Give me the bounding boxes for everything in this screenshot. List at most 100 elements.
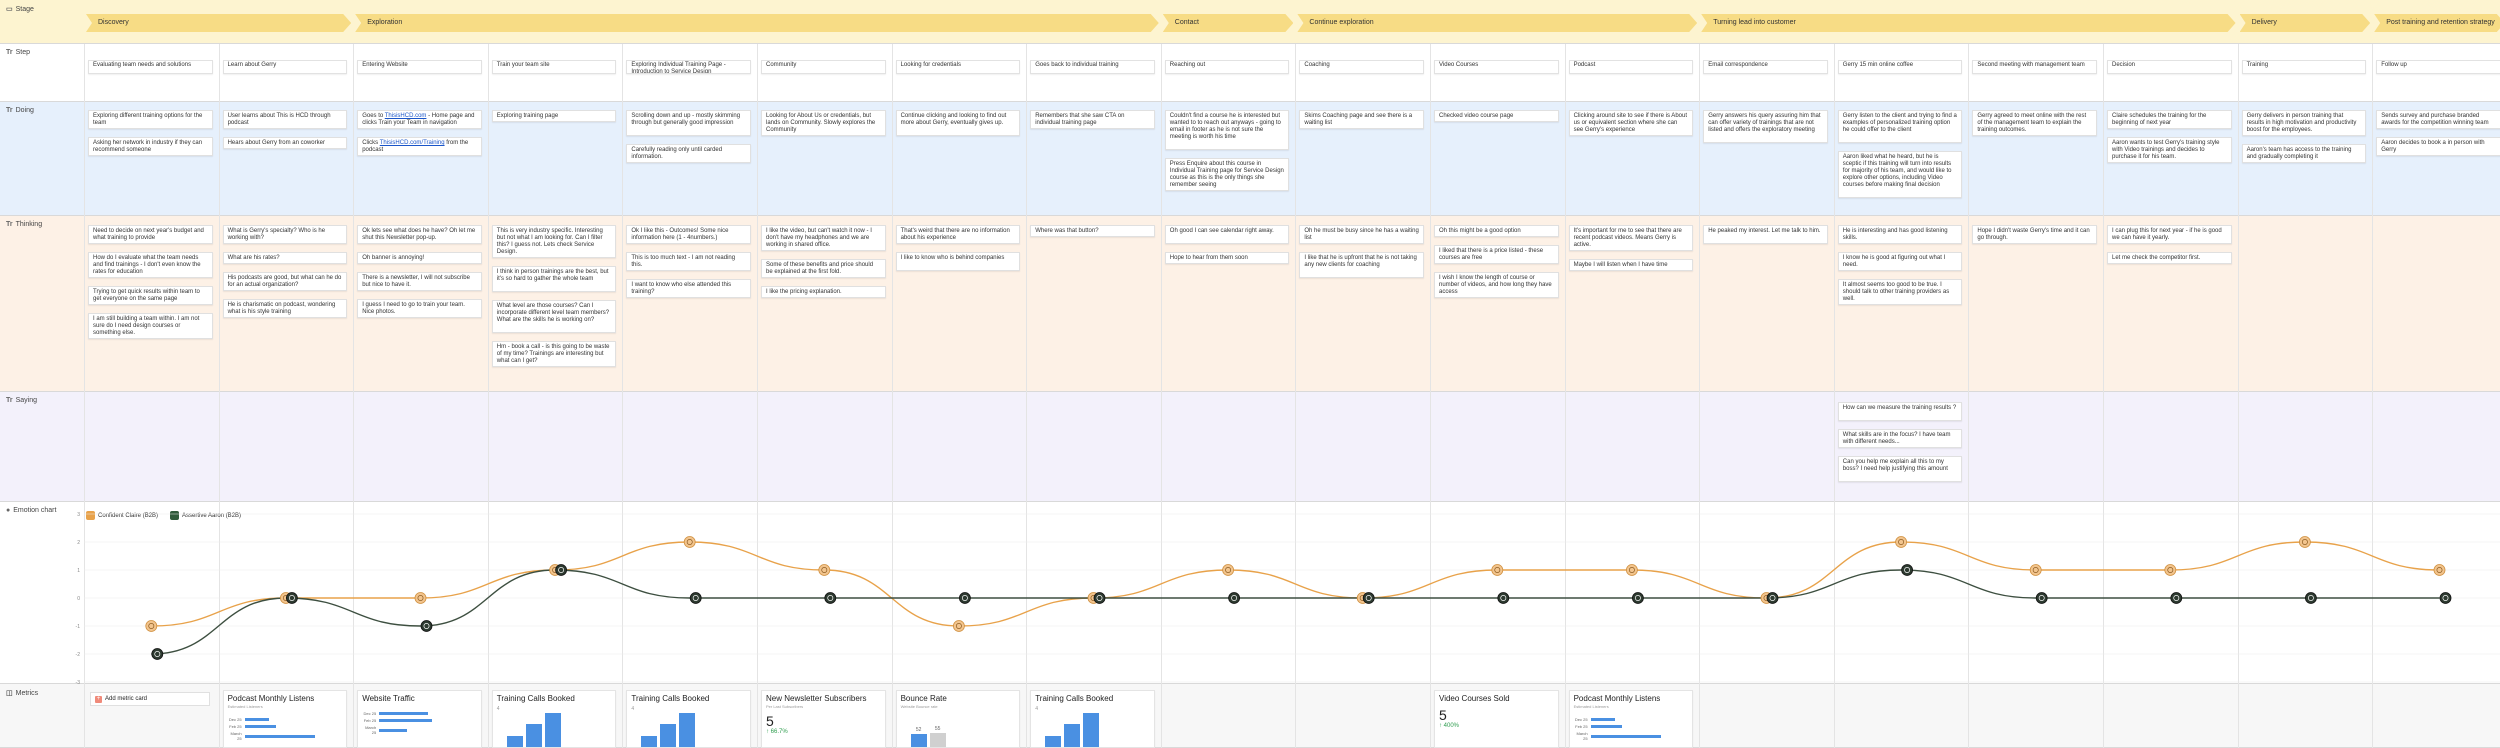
thinking-card[interactable]: Oh banner is annoying! (357, 252, 482, 264)
step-card[interactable]: Community (761, 60, 886, 74)
stage-banner[interactable]: Post training and retention strategy (2374, 14, 2500, 32)
doing-card[interactable]: Scrolling down and up - mostly skimming … (626, 110, 751, 136)
stage-banner[interactable]: Discovery (86, 14, 351, 32)
metric-card[interactable]: Training Calls Booked 4 (1030, 690, 1155, 748)
doing-card[interactable]: Clicking around site to see if there is … (1568, 110, 1694, 136)
add-metric-card-button[interactable]: + Add metric card (90, 692, 210, 706)
thinking-card[interactable]: Some of these benefits and price should … (761, 259, 886, 278)
step-card[interactable]: Podcast (1568, 60, 1694, 74)
saying-card[interactable]: What skills are in the focus? I have tea… (1837, 429, 1963, 448)
thinking-card[interactable]: I like the video, but can't watch it now… (761, 225, 886, 251)
thinking-card[interactable]: Need to decide on next year's budget and… (88, 225, 213, 244)
persona-legend-aaron[interactable]: Assertive Aaron (B2B) (170, 511, 241, 520)
thinking-card[interactable]: Oh this might be a good option (1434, 225, 1559, 237)
thinking-card[interactable]: Ok I like this - Outcomes! Some nice inf… (626, 225, 751, 244)
doing-card[interactable]: Looking for About Us or credentials, but… (761, 110, 886, 136)
doing-card[interactable]: Exploring training page (491, 110, 617, 122)
metric-card[interactable]: Video Courses Sold 5 ↑ 400% (1434, 690, 1559, 748)
thinking-card[interactable]: I liked that there is a price listed - t… (1434, 245, 1559, 264)
doing-card[interactable]: Gerry delivers in person training that r… (2241, 110, 2367, 136)
thinking-card[interactable]: I want to know who else attended this tr… (626, 279, 751, 298)
metric-card[interactable]: Training Calls Booked 4 (491, 690, 617, 748)
stage-banner[interactable]: Turning lead into customer (1701, 14, 2235, 32)
stage-banner[interactable]: Contact (1163, 14, 1294, 32)
website-link[interactable]: ThisisHCD.com/Training (379, 140, 445, 146)
thinking-card[interactable]: That's weird that there are no informati… (895, 225, 1021, 244)
doing-card[interactable]: Hears about Gerry from an coworker (222, 137, 348, 149)
thinking-card[interactable]: Hope I didn't waste Gerry's time and it … (1972, 225, 2097, 244)
doing-card[interactable]: Remembers that she saw CTA on individual… (1030, 110, 1155, 129)
thinking-card[interactable]: I am still building a team within. I am … (88, 313, 213, 339)
step-card[interactable]: Coaching (1299, 60, 1424, 74)
doing-card[interactable]: Couldn't find a course he is interested … (1164, 110, 1290, 150)
thinking-card[interactable]: I like to know who is behind companies (895, 252, 1021, 271)
doing-card[interactable]: Gerry answers his query assuring him tha… (1703, 110, 1828, 143)
metric-card[interactable]: Bounce Rate Website Bounce rate 52 55 (895, 690, 1021, 748)
doing-card[interactable]: Aaron wants to test Gerry's training sty… (2107, 137, 2232, 163)
thinking-card[interactable]: I know he is good at figuring out what I… (1837, 252, 1963, 271)
saying-card[interactable]: How can we measure the training results … (1837, 402, 1963, 421)
doing-card[interactable]: Sends survey and purchase branded awards… (2376, 110, 2500, 129)
thinking-card[interactable]: I can plug this for next year - if he is… (2107, 225, 2232, 244)
step-card[interactable]: Learn about Gerry (222, 60, 348, 74)
website-link[interactable]: ThisisHCD.com (384, 113, 427, 119)
thinking-card[interactable]: It almost seems too good to be true. I s… (1837, 279, 1963, 305)
thinking-card[interactable]: His podcasts are good, but what can he d… (222, 272, 348, 291)
doing-card[interactable]: Press Enquire about this course in Indiv… (1164, 158, 1290, 191)
metric-card[interactable]: New Newsletter Subscribers Per Last Subsc… (761, 690, 886, 748)
thinking-card[interactable]: Hm - book a call - is this going to be w… (491, 341, 617, 367)
doing-card[interactable]: Exploring different training options for… (88, 110, 213, 129)
thinking-card[interactable]: He is interesting and has good listening… (1837, 225, 1963, 244)
doing-card[interactable]: Checked video course page (1434, 110, 1559, 122)
thinking-card[interactable]: Maybe I will listen when I have time (1568, 259, 1694, 271)
stage-banner[interactable]: Continue exploration (1297, 14, 1697, 32)
thinking-card[interactable]: This is very industry specific. Interest… (491, 225, 617, 258)
thinking-card[interactable]: I wish I know the length of course or nu… (1434, 272, 1559, 298)
doing-card[interactable]: Aaron's team has access to the training … (2241, 144, 2367, 163)
metric-card[interactable]: Website Traffic Dec 25 Feb 25 March 25 (357, 690, 482, 748)
thinking-card[interactable]: I like the pricing explanation. (761, 286, 886, 298)
doing-card[interactable]: Gerry listen to the client and trying to… (1837, 110, 1963, 143)
metric-card[interactable]: Training Calls Booked 4 (626, 690, 751, 748)
thinking-card[interactable]: Ok lets see what does he have? Oh let me… (357, 225, 482, 244)
thinking-card[interactable]: What is Gerry's specialty? Who is he wor… (222, 225, 348, 244)
step-card[interactable]: Reaching out (1164, 60, 1290, 74)
stage-banner[interactable]: Delivery (2240, 14, 2371, 32)
stage-banner[interactable]: Exploration (355, 14, 1159, 32)
step-card[interactable]: Evaluating team needs and solutions (88, 60, 213, 74)
step-card[interactable]: Entering Website (357, 60, 482, 74)
thinking-card[interactable]: It's important for me to see that there … (1568, 225, 1694, 251)
doing-card[interactable]: Goes to ThisisHCD.com - Home page and cl… (357, 110, 482, 129)
thinking-card[interactable]: Trying to get quick results within team … (88, 286, 213, 305)
step-card[interactable]: Second meeting with management team (1972, 60, 2097, 74)
thinking-card[interactable]: He peaked my interest. Let me talk to hi… (1703, 225, 1828, 244)
saying-card[interactable]: Can you help me explain all this to my b… (1837, 456, 1963, 482)
metric-card[interactable]: Podcast Monthly Listens Estimated Listene… (1568, 690, 1694, 748)
step-card[interactable]: Decision (2107, 60, 2232, 74)
doing-card[interactable]: Asking her network in industry if they c… (88, 137, 213, 156)
doing-card[interactable]: Continue clicking and looking to find ou… (895, 110, 1021, 136)
thinking-card[interactable]: How do I evaluate what the team needs an… (88, 252, 213, 278)
doing-card[interactable]: Gerry agreed to meet online with the res… (1972, 110, 2097, 136)
thinking-card[interactable]: Let me check the competitor first. (2107, 252, 2232, 264)
thinking-card[interactable]: There is a newsletter, I will not subscr… (357, 272, 482, 291)
thinking-card[interactable]: What level are those courses? Can I inco… (491, 300, 617, 333)
doing-card[interactable]: Carefully reading only until carded info… (626, 144, 751, 163)
step-card[interactable]: Follow up (2376, 60, 2500, 74)
doing-card[interactable]: User learns about This is HCD through po… (222, 110, 348, 129)
step-card[interactable]: Train your team site (491, 60, 617, 74)
step-card[interactable]: Gerry 15 min online coffee (1837, 60, 1963, 74)
thinking-card[interactable]: Where was that button? (1030, 225, 1155, 237)
thinking-card[interactable]: Hope to hear from them soon (1164, 252, 1290, 264)
doing-card[interactable]: Aaron decides to book a in person with G… (2376, 137, 2500, 156)
step-card[interactable]: Email correspondence (1703, 60, 1828, 74)
thinking-card[interactable]: He is charismatic on podcast, wondering … (222, 299, 348, 318)
doing-card[interactable]: Claire schedules the training for the be… (2107, 110, 2232, 129)
step-card[interactable]: Training (2241, 60, 2367, 74)
persona-legend-claire[interactable]: Confident Claire (B2B) (86, 511, 158, 520)
step-card[interactable]: Goes back to individual training (1030, 60, 1155, 74)
step-card[interactable]: Looking for credentials (895, 60, 1021, 74)
thinking-card[interactable]: What are his rates? (222, 252, 348, 264)
doing-card[interactable]: Aaron liked what he heard, but he is sce… (1837, 151, 1963, 198)
thinking-card[interactable]: Oh he must be busy since he has a waitin… (1299, 225, 1424, 244)
